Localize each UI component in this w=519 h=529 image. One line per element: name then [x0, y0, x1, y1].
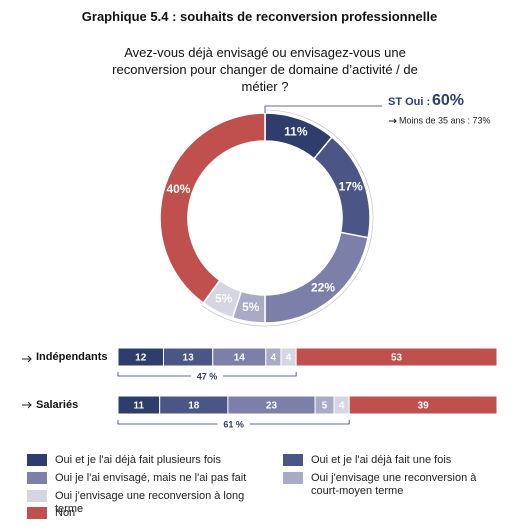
arrow	[22, 355, 32, 363]
legend-swatch	[27, 472, 47, 484]
bar-label: 23	[266, 401, 278, 412]
legend-label: Non	[55, 507, 76, 519]
bar-label: 4	[286, 353, 292, 364]
subtitle: Avez-vous déjà envisagé ou envisagez-vou…	[112, 45, 418, 94]
bar-label: 12	[135, 353, 147, 364]
bracket-label: 47 %	[197, 371, 218, 381]
bar-label: 4	[339, 401, 345, 412]
bar-label: 18	[188, 401, 200, 412]
slice-label: 22%	[311, 280, 335, 294]
bar-segment	[348, 395, 498, 415]
callout-note: Moins de 35 ans : 73%	[399, 115, 491, 125]
legend-swatch	[283, 472, 303, 484]
legend-label: Oui j'envisage une reconversion à court-…	[311, 472, 477, 497]
callout-label: ST Oui :	[388, 96, 430, 108]
bar-segment	[295, 347, 498, 367]
bracket-bg	[191, 370, 224, 382]
donut-slice	[159, 112, 266, 304]
slice-label: 5%	[215, 291, 233, 305]
bar-label: 11	[134, 401, 145, 412]
arrow	[389, 118, 397, 124]
slice-label: 5%	[242, 300, 260, 314]
legend-label: Oui je l'ai envisagé, mais ne l'ai pas f…	[55, 472, 247, 484]
bracket-label: 61 %	[223, 419, 244, 429]
legend-label: Oui et je l'ai déjà fait plusieurs fois	[55, 454, 221, 466]
bar-label: 14	[234, 353, 246, 364]
title: Graphique 5.4 : souhaits de reconversion…	[81, 9, 438, 24]
callout-value: 60%	[432, 92, 464, 109]
legend-swatch	[283, 454, 303, 466]
bar-label: 4	[271, 353, 277, 364]
donut-slice	[264, 231, 370, 324]
bar-label: 5	[322, 401, 328, 412]
legend-swatch	[27, 454, 47, 466]
bracket-bg	[217, 418, 250, 430]
category-label: Indépendants	[36, 351, 108, 363]
bar-label: 53	[391, 353, 403, 364]
slice-label: 17%	[339, 179, 363, 193]
slice-label: 11%	[284, 125, 308, 139]
arrow	[22, 401, 32, 409]
legend-label: Oui et je l'ai déjà fait une fois	[311, 454, 452, 466]
callout-arc	[201, 109, 374, 327]
category-label: Salariés	[36, 399, 78, 411]
legend-label: Oui j'envisage une reconversion à long t…	[55, 490, 245, 515]
legend-swatch	[27, 490, 47, 502]
callout-line	[264, 105, 382, 113]
slice-label: 40%	[166, 182, 190, 196]
bar-label: 39	[418, 401, 430, 412]
legend-swatch	[27, 507, 47, 519]
bar-label: 13	[183, 353, 195, 364]
